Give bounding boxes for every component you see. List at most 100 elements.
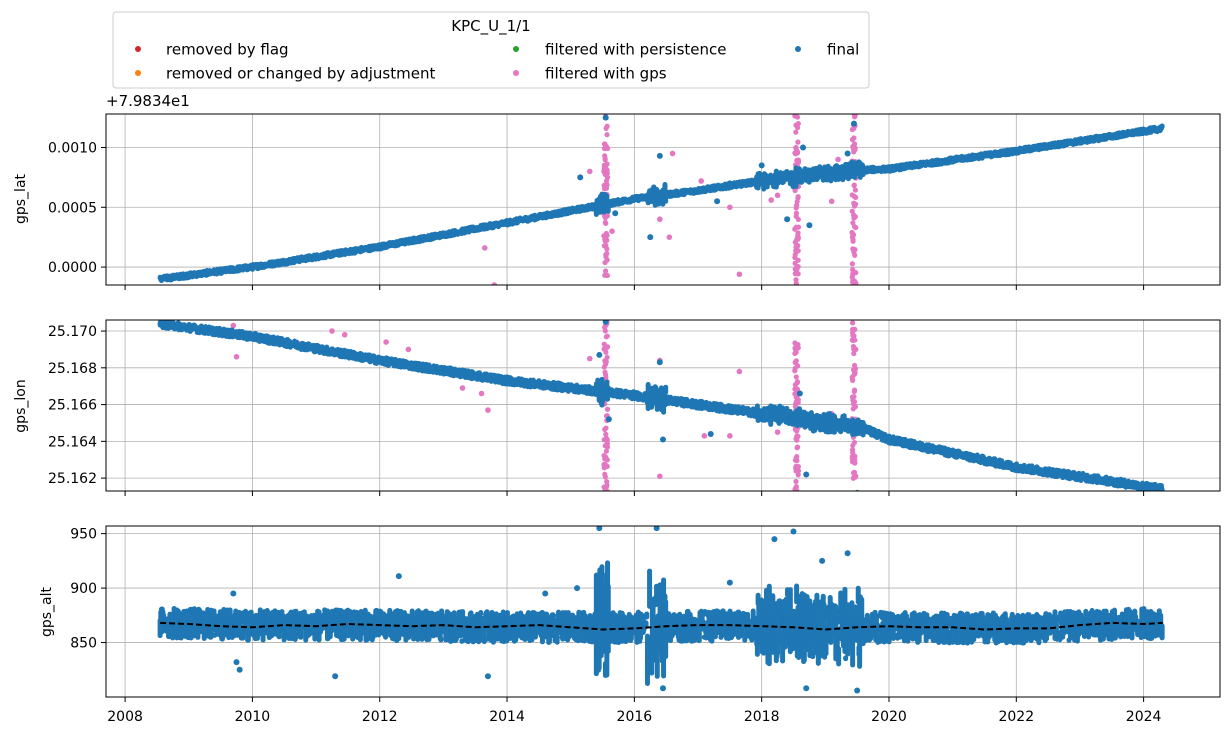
gps-filtered-point — [851, 203, 858, 209]
gps-filtered-point — [604, 161, 610, 167]
gps-filtered-point — [727, 204, 733, 211]
final-point — [602, 114, 609, 121]
final-point — [819, 557, 826, 564]
median-line — [160, 621, 1163, 631]
gps-filtered-point — [603, 242, 609, 248]
final-point — [660, 436, 666, 443]
axes-frame — [105, 319, 1221, 492]
final-point — [758, 162, 765, 169]
gps-filtered-point — [768, 197, 775, 203]
gps-filtered-point — [405, 346, 412, 353]
gps-filtered-point — [603, 349, 609, 355]
x-tick-label: 2014 — [489, 709, 525, 725]
panel-gps-alt: 850 900 950 2008 2010 2012 2014 2016 2018 2020 202… — [70, 525, 1221, 725]
x-tick-label: 2018 — [744, 709, 780, 725]
legend-title: KPC_U_1/1 — [451, 17, 530, 36]
gps-filtered-point — [852, 326, 858, 332]
final-point — [726, 579, 733, 586]
gps-filtered-point — [851, 182, 857, 188]
y-tick-label: 900 — [70, 581, 97, 597]
legend-label-removed-by-adjustment: removed or changed by adjustment — [166, 65, 435, 83]
gps-filtered-point — [604, 311, 609, 316]
gps-filtered-point — [603, 178, 610, 184]
gps-filtered-point — [604, 182, 610, 188]
plot-area — [157, 311, 1165, 491]
gps-filtered-point — [793, 151, 799, 157]
x-tick-label: 2020 — [871, 709, 907, 725]
legend: KPC_U_1/1 removed by flag removed or cha… — [112, 11, 870, 89]
gps-filtered-point — [603, 431, 609, 437]
gps-filtered-point — [604, 354, 610, 360]
gps-filtered-point — [850, 406, 856, 412]
gps-filtered-point — [603, 334, 609, 340]
final-point — [542, 590, 549, 597]
x-tick-label: 2008 — [107, 709, 143, 725]
gps-filtered-point — [341, 331, 348, 338]
gps-filtered-point — [849, 320, 856, 326]
final-point — [844, 150, 851, 157]
final-point — [484, 673, 491, 680]
final-point — [602, 320, 609, 325]
gps-filtered-point — [478, 390, 485, 397]
legend-frame — [112, 11, 870, 89]
gps-filtered-point — [795, 472, 801, 478]
gps-filtered-point — [851, 350, 857, 357]
y-tick-label: 25.168 — [48, 361, 97, 377]
gps-filtered-point — [794, 386, 800, 392]
gps-filtered-point — [794, 265, 800, 271]
gps-filtered-point — [604, 479, 610, 485]
gps-filtered-point — [793, 145, 799, 151]
gps-filtered-point — [850, 455, 856, 461]
gps-filtered-point — [793, 436, 799, 442]
x-tick-label: 2012 — [362, 709, 398, 725]
gps-filtered-point — [602, 443, 608, 449]
gps-filtered-point — [602, 219, 608, 226]
gps-filtered-point — [774, 192, 781, 199]
gps-filtered-point — [602, 153, 608, 159]
gps-filtered-point — [603, 254, 609, 260]
gps-filtered-point — [792, 486, 798, 491]
final-point — [395, 573, 402, 580]
gps-filtered-point — [792, 365, 798, 372]
final-point — [596, 526, 603, 532]
gps-filtered-point — [602, 328, 608, 334]
gps-filtered-point — [602, 157, 608, 163]
gps-filtered-point — [727, 433, 733, 439]
y-tick-label: 25.162 — [48, 471, 97, 487]
gps-filtered-point — [851, 212, 857, 218]
gps-filtered-point — [850, 144, 856, 150]
gps-filtered-point — [602, 268, 609, 274]
final-point — [800, 144, 807, 151]
gps-filtered-point — [602, 369, 608, 375]
y-tick-label: 0.0010 — [48, 140, 97, 156]
gps-filtered-point — [795, 125, 801, 131]
gps-filtered-point — [795, 271, 801, 277]
gps-filtered-point — [850, 269, 856, 275]
gps-filtered-point — [609, 228, 615, 234]
gps-filtered-point — [795, 194, 801, 200]
gps-filtered-point — [701, 433, 708, 439]
gps-filtered-point — [603, 125, 609, 132]
gps-filtered-point — [795, 236, 801, 242]
gps-filtered-point — [794, 379, 801, 385]
gps-filtered-point — [602, 215, 609, 221]
gps-filtered-point — [850, 238, 856, 244]
gps-filtered-point — [603, 448, 609, 454]
gps-filtered-point — [604, 406, 611, 412]
gps-filtered-point — [602, 259, 608, 266]
final-point — [577, 174, 584, 181]
legend-marker-removed-by-flag — [135, 46, 141, 52]
plot-area — [157, 526, 1165, 694]
gps-filtered-point — [792, 114, 798, 119]
gps-filtered-point — [849, 126, 855, 133]
gps-filtered-point — [850, 286, 855, 291]
x-tick-label: 2010 — [235, 709, 271, 725]
y-tick-label: 0.0000 — [48, 260, 97, 276]
gps-filtered-point — [586, 355, 593, 362]
legend-marker-filtered-gps — [513, 70, 519, 76]
final-point — [854, 687, 861, 694]
final-point — [806, 222, 813, 229]
gps-filtered-point — [793, 277, 799, 283]
gps-filtered-point — [849, 192, 855, 198]
